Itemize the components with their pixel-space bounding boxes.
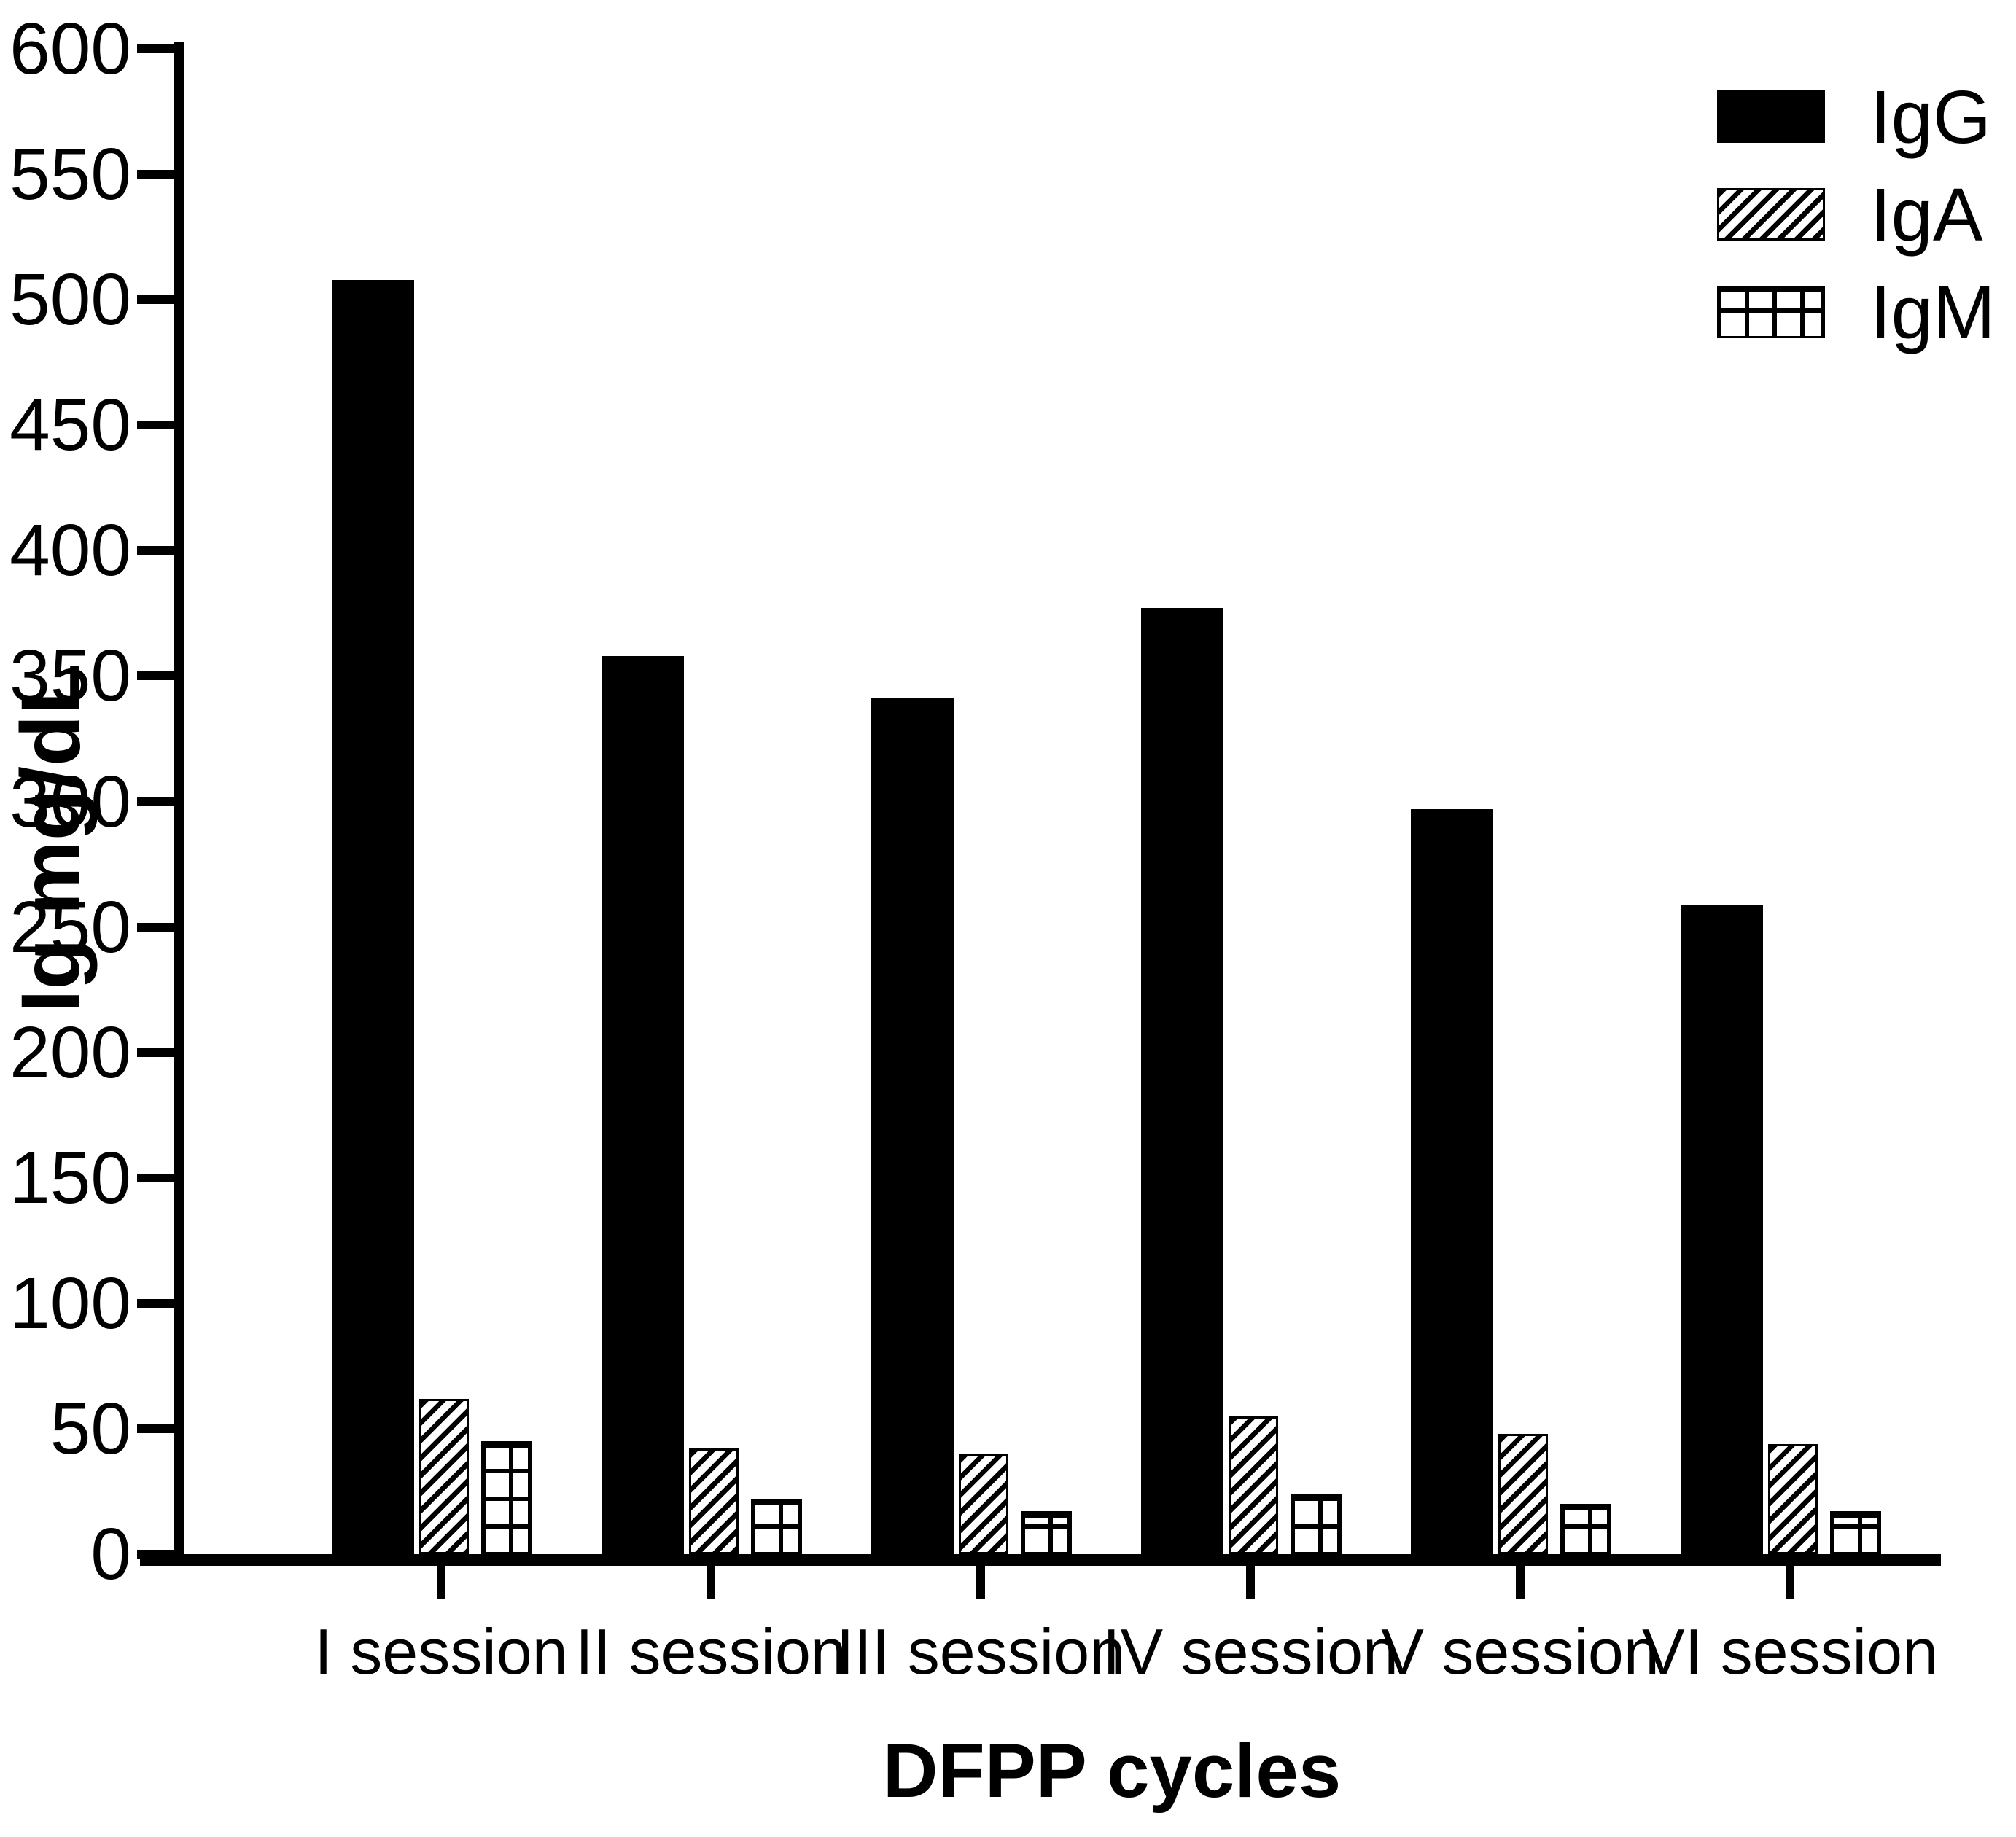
y-tick-label-300: 300: [9, 760, 131, 843]
y-tick-label-350: 350: [9, 635, 131, 717]
bar-igg-session-1: [332, 280, 414, 1554]
y-tick-label-250: 250: [9, 886, 131, 968]
x-tick-label-3: III session: [836, 1615, 1126, 1688]
legend-swatch-igg: [1717, 90, 1825, 143]
x-tick-label-2: II session: [575, 1615, 847, 1688]
bar-igg-session-6: [1681, 905, 1763, 1554]
x-tick-mark-3: [976, 1566, 985, 1599]
bar-igg-session-4: [1141, 608, 1223, 1554]
bar-iga-session-2: [689, 1448, 739, 1554]
bar-igm-session-5: [1560, 1504, 1611, 1554]
y-tick-mark-550: [137, 170, 174, 179]
legend-label-igm: IgM: [1870, 270, 1996, 354]
y-tick-mark-350: [137, 671, 174, 681]
y-tick-label-200: 200: [9, 1011, 131, 1093]
x-tick-label-5: V session: [1381, 1615, 1659, 1688]
y-tick-mark-100: [137, 1298, 174, 1308]
legend-row-igg: IgG: [1717, 79, 1991, 155]
legend-label-igg: IgG: [1870, 74, 1992, 159]
y-tick-mark-250: [137, 922, 174, 932]
y-tick-mark-400: [137, 546, 174, 555]
y-tick-mark-150: [137, 1173, 174, 1182]
y-tick-mark-200: [137, 1048, 174, 1057]
legend-label-iga: IgA: [1870, 172, 1983, 257]
bar-igm-session-4: [1291, 1494, 1342, 1554]
y-axis-title: Ig mg/dL: [4, 663, 98, 1013]
y-tick-mark-0: [137, 1550, 174, 1559]
y-tick-label-0: 0: [90, 1513, 131, 1595]
x-tick-mark-6: [1786, 1566, 1794, 1599]
y-tick-label-100: 100: [9, 1262, 131, 1344]
y-tick-label-150: 150: [9, 1136, 131, 1219]
x-tick-mark-1: [437, 1566, 445, 1599]
y-tick-label-450: 450: [9, 384, 131, 467]
x-axis-line: [140, 1554, 1941, 1566]
y-tick-label-550: 550: [9, 133, 131, 216]
y-tick-mark-600: [137, 44, 174, 53]
bar-igm-session-2: [751, 1499, 802, 1554]
bar-iga-session-6: [1768, 1444, 1818, 1554]
bar-iga-session-1: [419, 1399, 469, 1554]
y-tick-mark-300: [137, 797, 174, 806]
x-tick-mark-5: [1516, 1566, 1525, 1599]
y-tick-mark-50: [137, 1424, 174, 1433]
bar-iga-session-5: [1498, 1434, 1548, 1554]
x-tick-label-6: VI session: [1642, 1615, 1938, 1688]
bar-igg-session-3: [871, 698, 954, 1554]
y-tick-label-50: 50: [50, 1387, 131, 1470]
y-axis-line: [174, 42, 184, 1566]
bar-igg-session-2: [602, 656, 684, 1554]
bar-igm-session-3: [1021, 1511, 1072, 1554]
legend-row-igm: IgM: [1717, 275, 1996, 350]
bar-igm-session-1: [481, 1441, 532, 1554]
x-tick-label-4: IV session: [1102, 1615, 1398, 1688]
bar-igg-session-5: [1411, 809, 1493, 1554]
legend-row-iga: IgA: [1717, 177, 1983, 252]
x-axis-title: DFPP cycles: [882, 1728, 1342, 1814]
x-tick-label-1: I session: [314, 1615, 568, 1688]
y-tick-mark-450: [137, 421, 174, 430]
y-tick-label-600: 600: [9, 8, 131, 90]
x-tick-mark-2: [707, 1566, 715, 1599]
legend-swatch-iga: [1717, 188, 1825, 241]
y-tick-mark-500: [137, 295, 174, 305]
y-tick-label-500: 500: [9, 259, 131, 341]
bar-iga-session-4: [1229, 1416, 1278, 1554]
bar-iga-session-3: [959, 1454, 1008, 1554]
y-tick-label-400: 400: [9, 510, 131, 592]
legend-swatch-igm: [1717, 286, 1825, 338]
bar-igm-session-6: [1830, 1511, 1881, 1554]
x-tick-mark-4: [1246, 1566, 1255, 1599]
